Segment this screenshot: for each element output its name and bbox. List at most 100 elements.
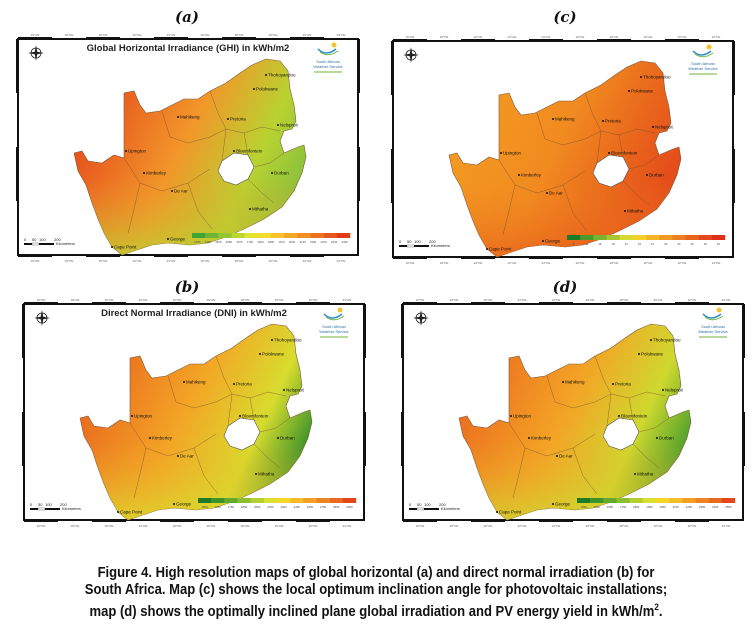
graticule-bar-top (160, 302, 194, 305)
longitude-tick-label: 30°0'E (269, 259, 278, 263)
legend-tick-label: 2350 (699, 505, 706, 509)
city-label: Polokwane (641, 352, 664, 357)
city-marker (253, 88, 255, 90)
map-title: Direct Normal Irradiance (DNI) in kWh/m2 (101, 308, 287, 319)
city-marker (131, 415, 133, 417)
longitude-tick-label: 30°0'E (269, 33, 278, 37)
longitude-tick-label: 34°0'E (343, 298, 352, 302)
province-border (508, 422, 596, 457)
color-legend: 1370 1450 1520 1590 1670 1740 1810 1890 1970 2040… (192, 233, 351, 244)
logo-sun-icon (337, 307, 343, 313)
province-border (249, 397, 255, 421)
graticule-bar-top (92, 302, 126, 305)
city-marker (656, 437, 658, 439)
city-label: Cape Point (120, 510, 143, 515)
caption-line-2: South Africa. Map (c) shows the local op… (84, 582, 668, 598)
city-marker (542, 240, 544, 242)
longitude-tick-label: 16°0'E (37, 298, 46, 302)
scale-bar-unit: Kilometers (62, 506, 81, 511)
scale-bar-tick-label: 100 (414, 239, 421, 244)
legend-tick-label: 2050 (659, 505, 666, 509)
panel-label-a: (a) (175, 8, 199, 26)
legend-color-swatch (698, 235, 713, 240)
scale-bar-tick-label: 200 (429, 239, 436, 244)
legend-tick-label: 2150 (267, 505, 274, 509)
city-label: George (555, 502, 571, 507)
legend-color-swatch (646, 235, 660, 240)
legend-tick-label: 2040 (289, 240, 296, 244)
legend-tick-label: 2750 (320, 505, 327, 509)
legend-color-swatch (198, 498, 212, 503)
longitude-tick-label: 34°0'E (712, 261, 721, 265)
legend-color-swatch (721, 498, 736, 503)
graticule-bar-bottom (228, 519, 262, 522)
scale-bar-tick-label: 50 (38, 502, 43, 507)
city-label: Thohoyandou (653, 338, 681, 343)
caption-superscript: 2 (654, 602, 659, 612)
longitude-tick-label: 22°0'E (518, 524, 527, 528)
longitude-tick-label: 24°0'E (173, 524, 182, 528)
graticule-bar-right (363, 304, 366, 358)
legend-color-swatch (244, 233, 259, 238)
city-label: Mthatha (252, 207, 269, 212)
city-marker (634, 473, 636, 475)
longitude-tick-label: 34°0'E (343, 524, 352, 528)
graticule-bar-top (393, 39, 427, 42)
city-marker (510, 415, 512, 417)
city-label: Mthatha (258, 472, 275, 477)
city-marker (173, 503, 175, 505)
city-label: Pretoria (230, 117, 246, 122)
legend-tick-label: 1950 (646, 505, 653, 509)
graticule-bar-right (732, 41, 735, 95)
legend-tick-label: 1370 (194, 240, 201, 244)
longitude-tick-label: 20°0'E (474, 261, 483, 265)
legend-color-swatch (695, 498, 709, 503)
legend-tick-label: 27 (651, 242, 655, 246)
province-border (243, 132, 249, 156)
legend-color-swatch (603, 498, 617, 503)
legend-color-swatch (329, 498, 344, 503)
legend-tick-label: 2900 (333, 505, 340, 509)
longitude-tick-label: 32°0'E (309, 524, 318, 528)
city-label: Mahikeng (180, 115, 200, 120)
city-marker (618, 415, 620, 417)
city-label: Bloemfontein (611, 151, 638, 156)
city-marker (496, 511, 498, 513)
caption-line-1: Figure 4. High resolution maps of global… (97, 565, 655, 581)
graticule-bar-left (16, 39, 19, 93)
longitude-tick-label: 20°0'E (484, 524, 493, 528)
city-marker (650, 339, 652, 341)
logo-sun-icon (706, 44, 712, 50)
legend-tick-label: 42 (717, 242, 721, 246)
graticule-bar-bottom (86, 254, 120, 257)
legend-color-swatch (708, 498, 723, 503)
city-marker (628, 90, 630, 92)
legend-tick-label: 2600 (307, 505, 314, 509)
city-marker (486, 248, 488, 250)
longitude-tick-label: 32°0'E (678, 35, 687, 39)
legend-tick-label: 1520 (215, 240, 222, 244)
legend-tick-label: 36 (691, 242, 695, 246)
city-marker (177, 116, 179, 118)
province-border (618, 134, 624, 158)
longitude-tick-label: 30°0'E (644, 35, 653, 39)
map-svg: 16°0'E 16°0'E 18°0'E 18°0'E 20°0'E 20°0'E 22°0… (401, 298, 745, 528)
province-border (536, 112, 602, 146)
legend-color-swatch (642, 498, 657, 503)
scale-bar-tick-label: 0 (399, 239, 402, 244)
longitude-tick-label: 28°0'E (610, 35, 619, 39)
longitude-tick-label: 26°0'E (576, 35, 585, 39)
longitude-tick-label: 26°0'E (586, 298, 595, 302)
city-label: Cape Point (499, 510, 522, 515)
graticule-bar-bottom (471, 519, 505, 522)
province-border (572, 447, 598, 495)
city-marker (646, 174, 648, 176)
city-label: Thohoyandou (268, 73, 296, 78)
city-label: Polokwane (262, 352, 285, 357)
logo-swoosh-icon (317, 48, 337, 54)
legend-color-swatch (342, 498, 357, 503)
legend-color-swatch (567, 235, 581, 240)
legend-color-swatch (632, 235, 647, 240)
longitude-tick-label: 22°0'E (133, 33, 142, 37)
graticule-bar-top (290, 37, 324, 40)
